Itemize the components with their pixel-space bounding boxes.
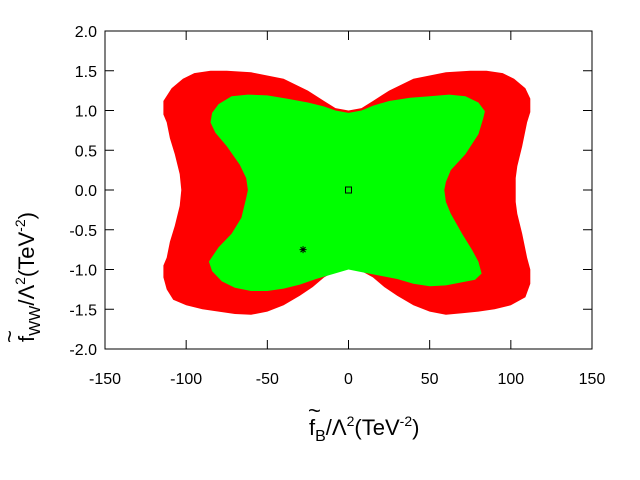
x-tick-label-1: -100 <box>170 371 202 388</box>
y-tick-label-7: 1.5 <box>75 64 97 81</box>
y-axis-label-symbol: f <box>14 335 39 342</box>
y-tick-label-6: 1.0 <box>75 104 97 121</box>
marker-square-0 <box>345 186 352 194</box>
x-axis-label-rest: /Λ <box>326 415 347 440</box>
x-axis-label-units-open: (TeV <box>354 415 400 440</box>
y-axis-label-tilde: ~ <box>0 330 22 343</box>
y-axis-label-units-close: ) <box>14 212 39 219</box>
y-axis-label-subscript: WW <box>27 305 44 336</box>
x-axis-label-subscript: B <box>315 428 326 445</box>
x-tick-label-3: 0 <box>344 371 353 388</box>
y-tick-label-4: 0.0 <box>75 183 97 200</box>
y-axis-label-units-power: -2 <box>12 219 28 232</box>
x-tick-label-4: 50 <box>421 371 439 388</box>
x-tick-label-2: -50 <box>256 371 279 388</box>
x-tick-label-5: 100 <box>497 371 524 388</box>
x-tick-label-6: 150 <box>579 371 606 388</box>
ticks-layer <box>104 30 593 350</box>
y-axis-label-units-open: (TeV <box>14 232 39 278</box>
y-tick-label-3: -0.5 <box>69 223 97 240</box>
y-tick-label-8: 2.0 <box>75 24 97 41</box>
y-tick-label-0: -2.0 <box>69 342 97 359</box>
x-axis-label-power: 2 <box>347 413 355 429</box>
y-axis-label-rest: /Λ <box>14 285 39 306</box>
marker-star-1 <box>299 246 307 254</box>
svg-text:fB/Λ2(TeV-2): fB/Λ2(TeV-2) <box>309 413 419 445</box>
x-axis-label: fB/Λ2(TeV-2) ~ <box>308 398 419 445</box>
svg-text:fWW/Λ2(TeV-2): fWW/Λ2(TeV-2) <box>12 212 44 342</box>
y-tick-label-2: -1.0 <box>69 263 97 280</box>
markers-layer <box>299 186 352 254</box>
y-axis-label-power: 2 <box>12 277 28 285</box>
x-axis-label-units-close: ) <box>412 415 419 440</box>
tick-labels-layer: -150 -100 -50 0 50 100 150 -2.0 -1.5 -1.0 -0.5 0.0 0… <box>69 24 605 388</box>
x-tick-label-0: -150 <box>89 371 121 388</box>
x-axis-label-tilde: ~ <box>308 398 321 423</box>
y-tick-label-1: -1.5 <box>69 302 97 319</box>
x-axis-label-units-power: -2 <box>400 413 413 429</box>
y-axis-label: fWW/Λ2(TeV-2) ~ <box>0 212 44 343</box>
y-tick-label-5: 0.5 <box>75 143 97 160</box>
x-axis-label-symbol: f <box>309 415 316 440</box>
